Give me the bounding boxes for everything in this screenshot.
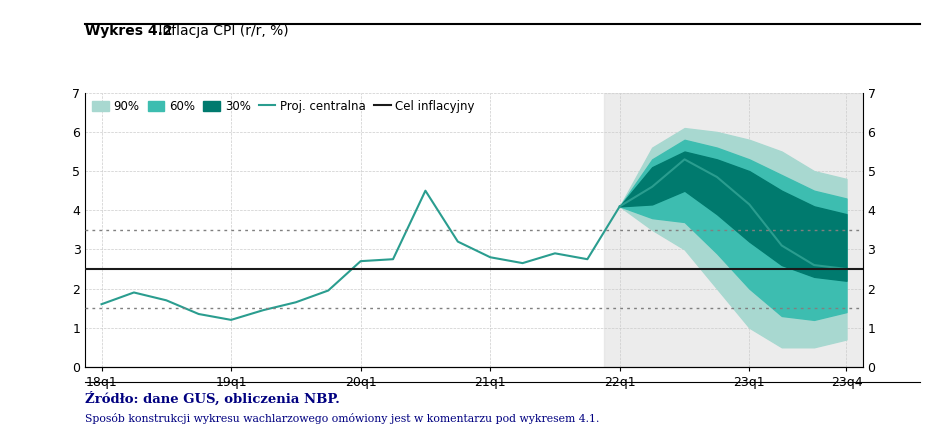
Text: Sposób konstrukcji wykresu wachlarzowego omówiony jest w komentarzu pod wykresem: Sposób konstrukcji wykresu wachlarzowego… [85, 413, 600, 424]
Text: Inflacja CPI (r/r, %): Inflacja CPI (r/r, %) [154, 23, 288, 38]
Text: Źródło: dane GUS, obliczenia NBP.: Źródło: dane GUS, obliczenia NBP. [85, 391, 340, 405]
Bar [604, 93, 863, 367]
Text: Wykres 4.2: Wykres 4.2 [85, 23, 173, 38]
Legend: 90%, 60%, 30%, Proj. centralna, Cel inflacyjny: 90%, 60%, 30%, Proj. centralna, Cel infl… [87, 95, 480, 118]
